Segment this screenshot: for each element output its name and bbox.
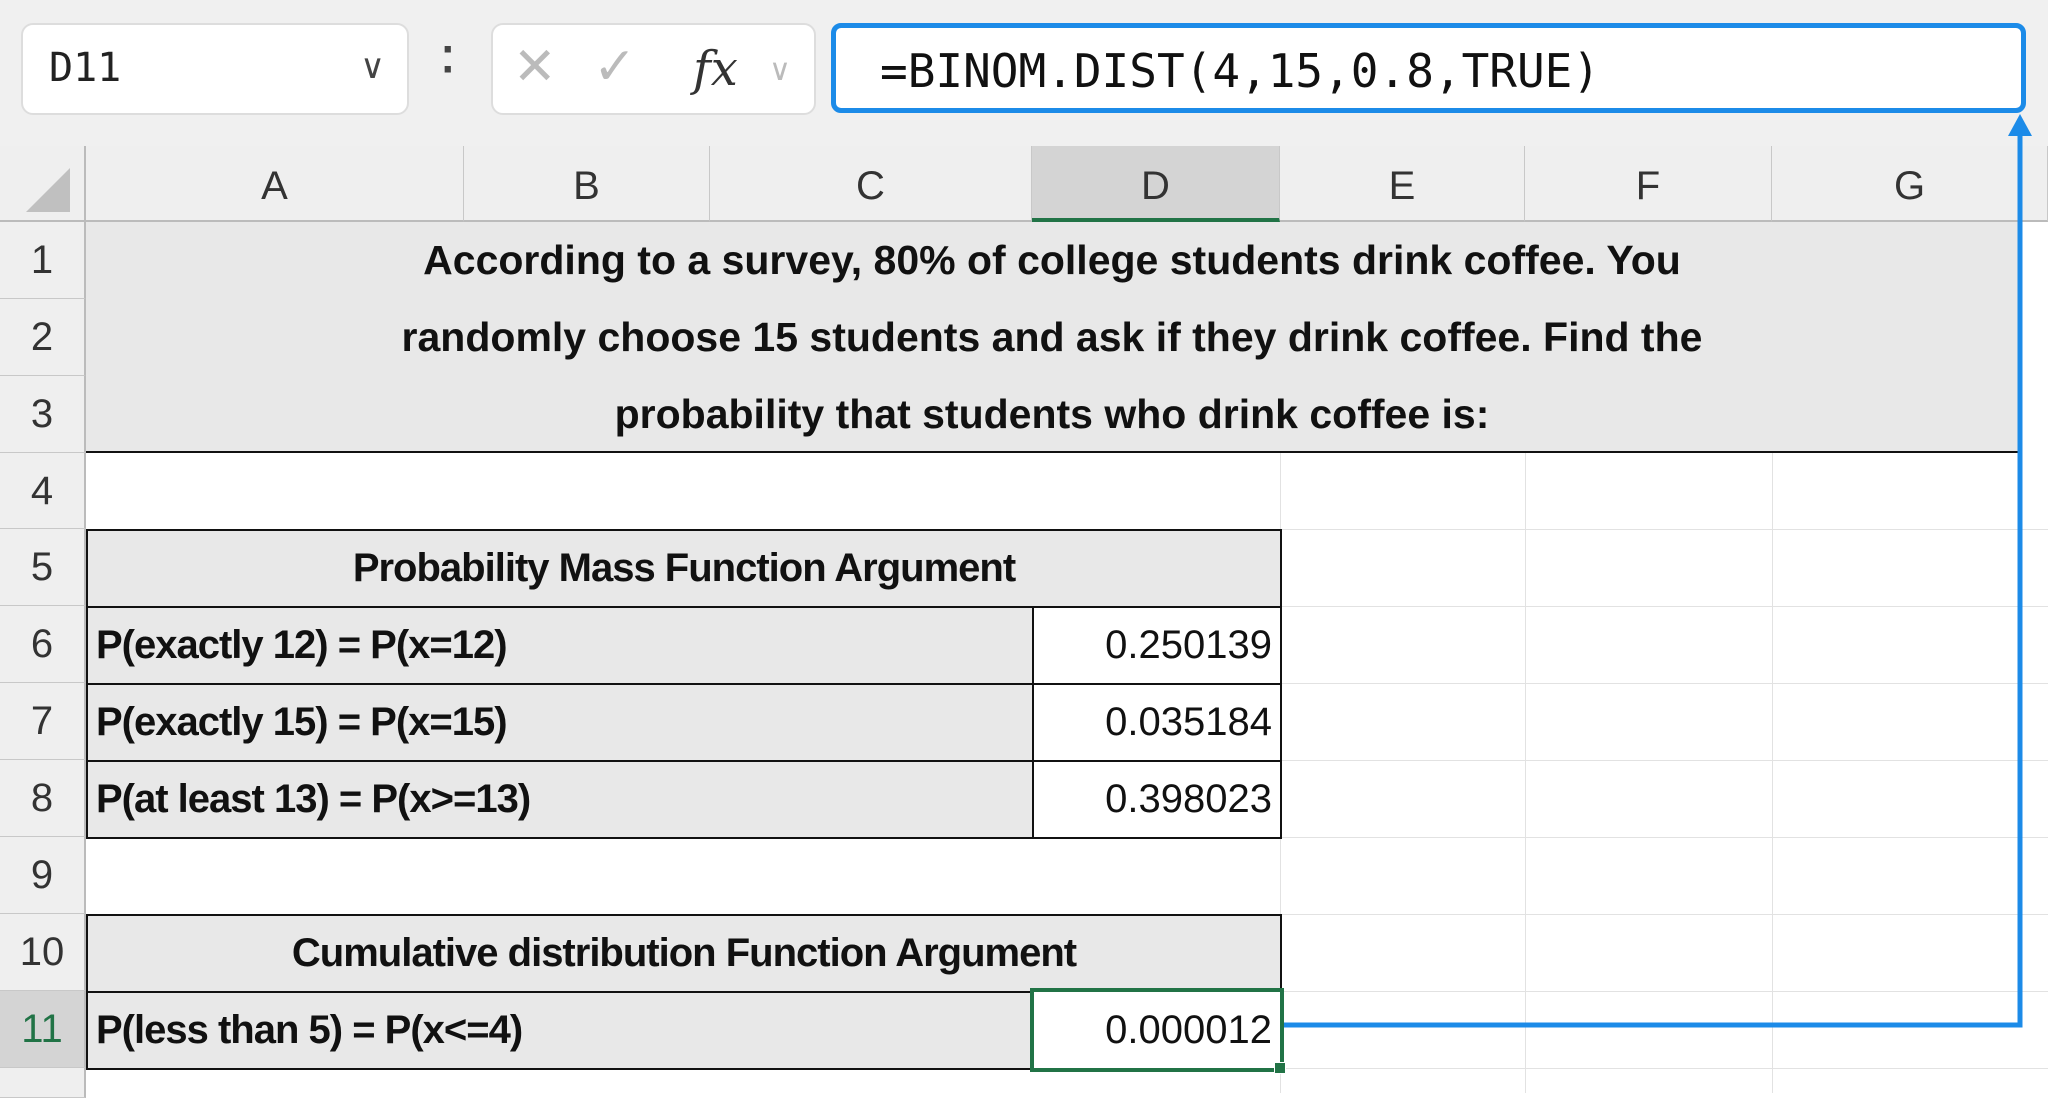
row-header-5[interactable]: 5 <box>0 529 86 606</box>
cancel-icon[interactable]: ✕ <box>513 38 557 96</box>
title-merged-cell[interactable]: According to a survey, 80% of college st… <box>86 222 2018 453</box>
pmf-label-row-2[interactable]: P(exactly 15) = P(x=15) <box>86 683 1034 762</box>
title-line-3: probability that students who drink coff… <box>614 391 1490 437</box>
column-header-b[interactable]: B <box>464 146 710 222</box>
chevron-down-icon[interactable]: ∨ <box>360 47 385 87</box>
row-header-2[interactable]: 2 <box>0 299 86 376</box>
row-header-10[interactable]: 10 <box>0 914 86 991</box>
pmf-value-row-2[interactable]: 0.035184 <box>1032 683 1282 762</box>
chevron-down-icon[interactable]: ∨ <box>769 54 791 87</box>
row-header-11[interactable]: 11 <box>0 991 86 1068</box>
gridline <box>1772 453 1773 1093</box>
formula-input[interactable]: =BINOM.DIST(4,15,0.8,TRUE) <box>831 23 2026 113</box>
row-header-1[interactable]: 1 <box>0 222 86 299</box>
select-all-corner[interactable] <box>0 146 86 222</box>
row-header-6[interactable]: 6 <box>0 606 86 683</box>
row-header-7[interactable]: 7 <box>0 683 86 760</box>
enter-check-icon[interactable]: ✓ <box>593 38 637 96</box>
column-header-a[interactable]: A <box>86 146 464 222</box>
select-all-triangle-icon <box>26 168 70 212</box>
fx-icon[interactable]: fx <box>693 41 738 97</box>
cdf-value-row-1-selected[interactable]: 0.000012 <box>1030 988 1284 1072</box>
title-line-1: According to a survey, 80% of college st… <box>423 237 1681 283</box>
column-header-d[interactable]: D <box>1032 146 1280 222</box>
row-header-8[interactable]: 8 <box>0 760 86 837</box>
pmf-header[interactable]: Probability Mass Function Argument <box>86 529 1282 608</box>
column-header-e[interactable]: E <box>1280 146 1525 222</box>
pmf-label-row-3[interactable]: P(at least 13) = P(x>=13) <box>86 760 1034 839</box>
gridline <box>1525 453 1526 1093</box>
trace-line <box>1284 130 2023 1028</box>
row-header-4[interactable]: 4 <box>0 453 86 529</box>
column-header-g[interactable]: G <box>1772 146 2048 222</box>
cdf-label-row-1[interactable]: P(less than 5) = P(x<=4) <box>86 991 1034 1070</box>
title-line-2: randomly choose 15 students and ask if t… <box>401 314 1703 360</box>
name-box[interactable]: D11 ∨ <box>21 23 409 115</box>
pmf-label-row-1[interactable]: P(exactly 12) = P(x=12) <box>86 606 1034 685</box>
column-header-c[interactable]: C <box>710 146 1032 222</box>
pmf-value-row-1[interactable]: 0.250139 <box>1032 606 1282 685</box>
pmf-value-row-3[interactable]: 0.398023 <box>1032 760 1282 839</box>
column-header-f[interactable]: F <box>1525 146 1772 222</box>
row-header-9[interactable]: 9 <box>0 837 86 914</box>
row-header-3[interactable]: 3 <box>0 376 86 453</box>
name-box-value: D11 <box>49 45 122 91</box>
fill-handle[interactable] <box>1274 1062 1286 1074</box>
formula-actions: ✕ ✓ fx ∨ <box>491 23 816 115</box>
arrowhead-icon <box>2008 114 2032 136</box>
